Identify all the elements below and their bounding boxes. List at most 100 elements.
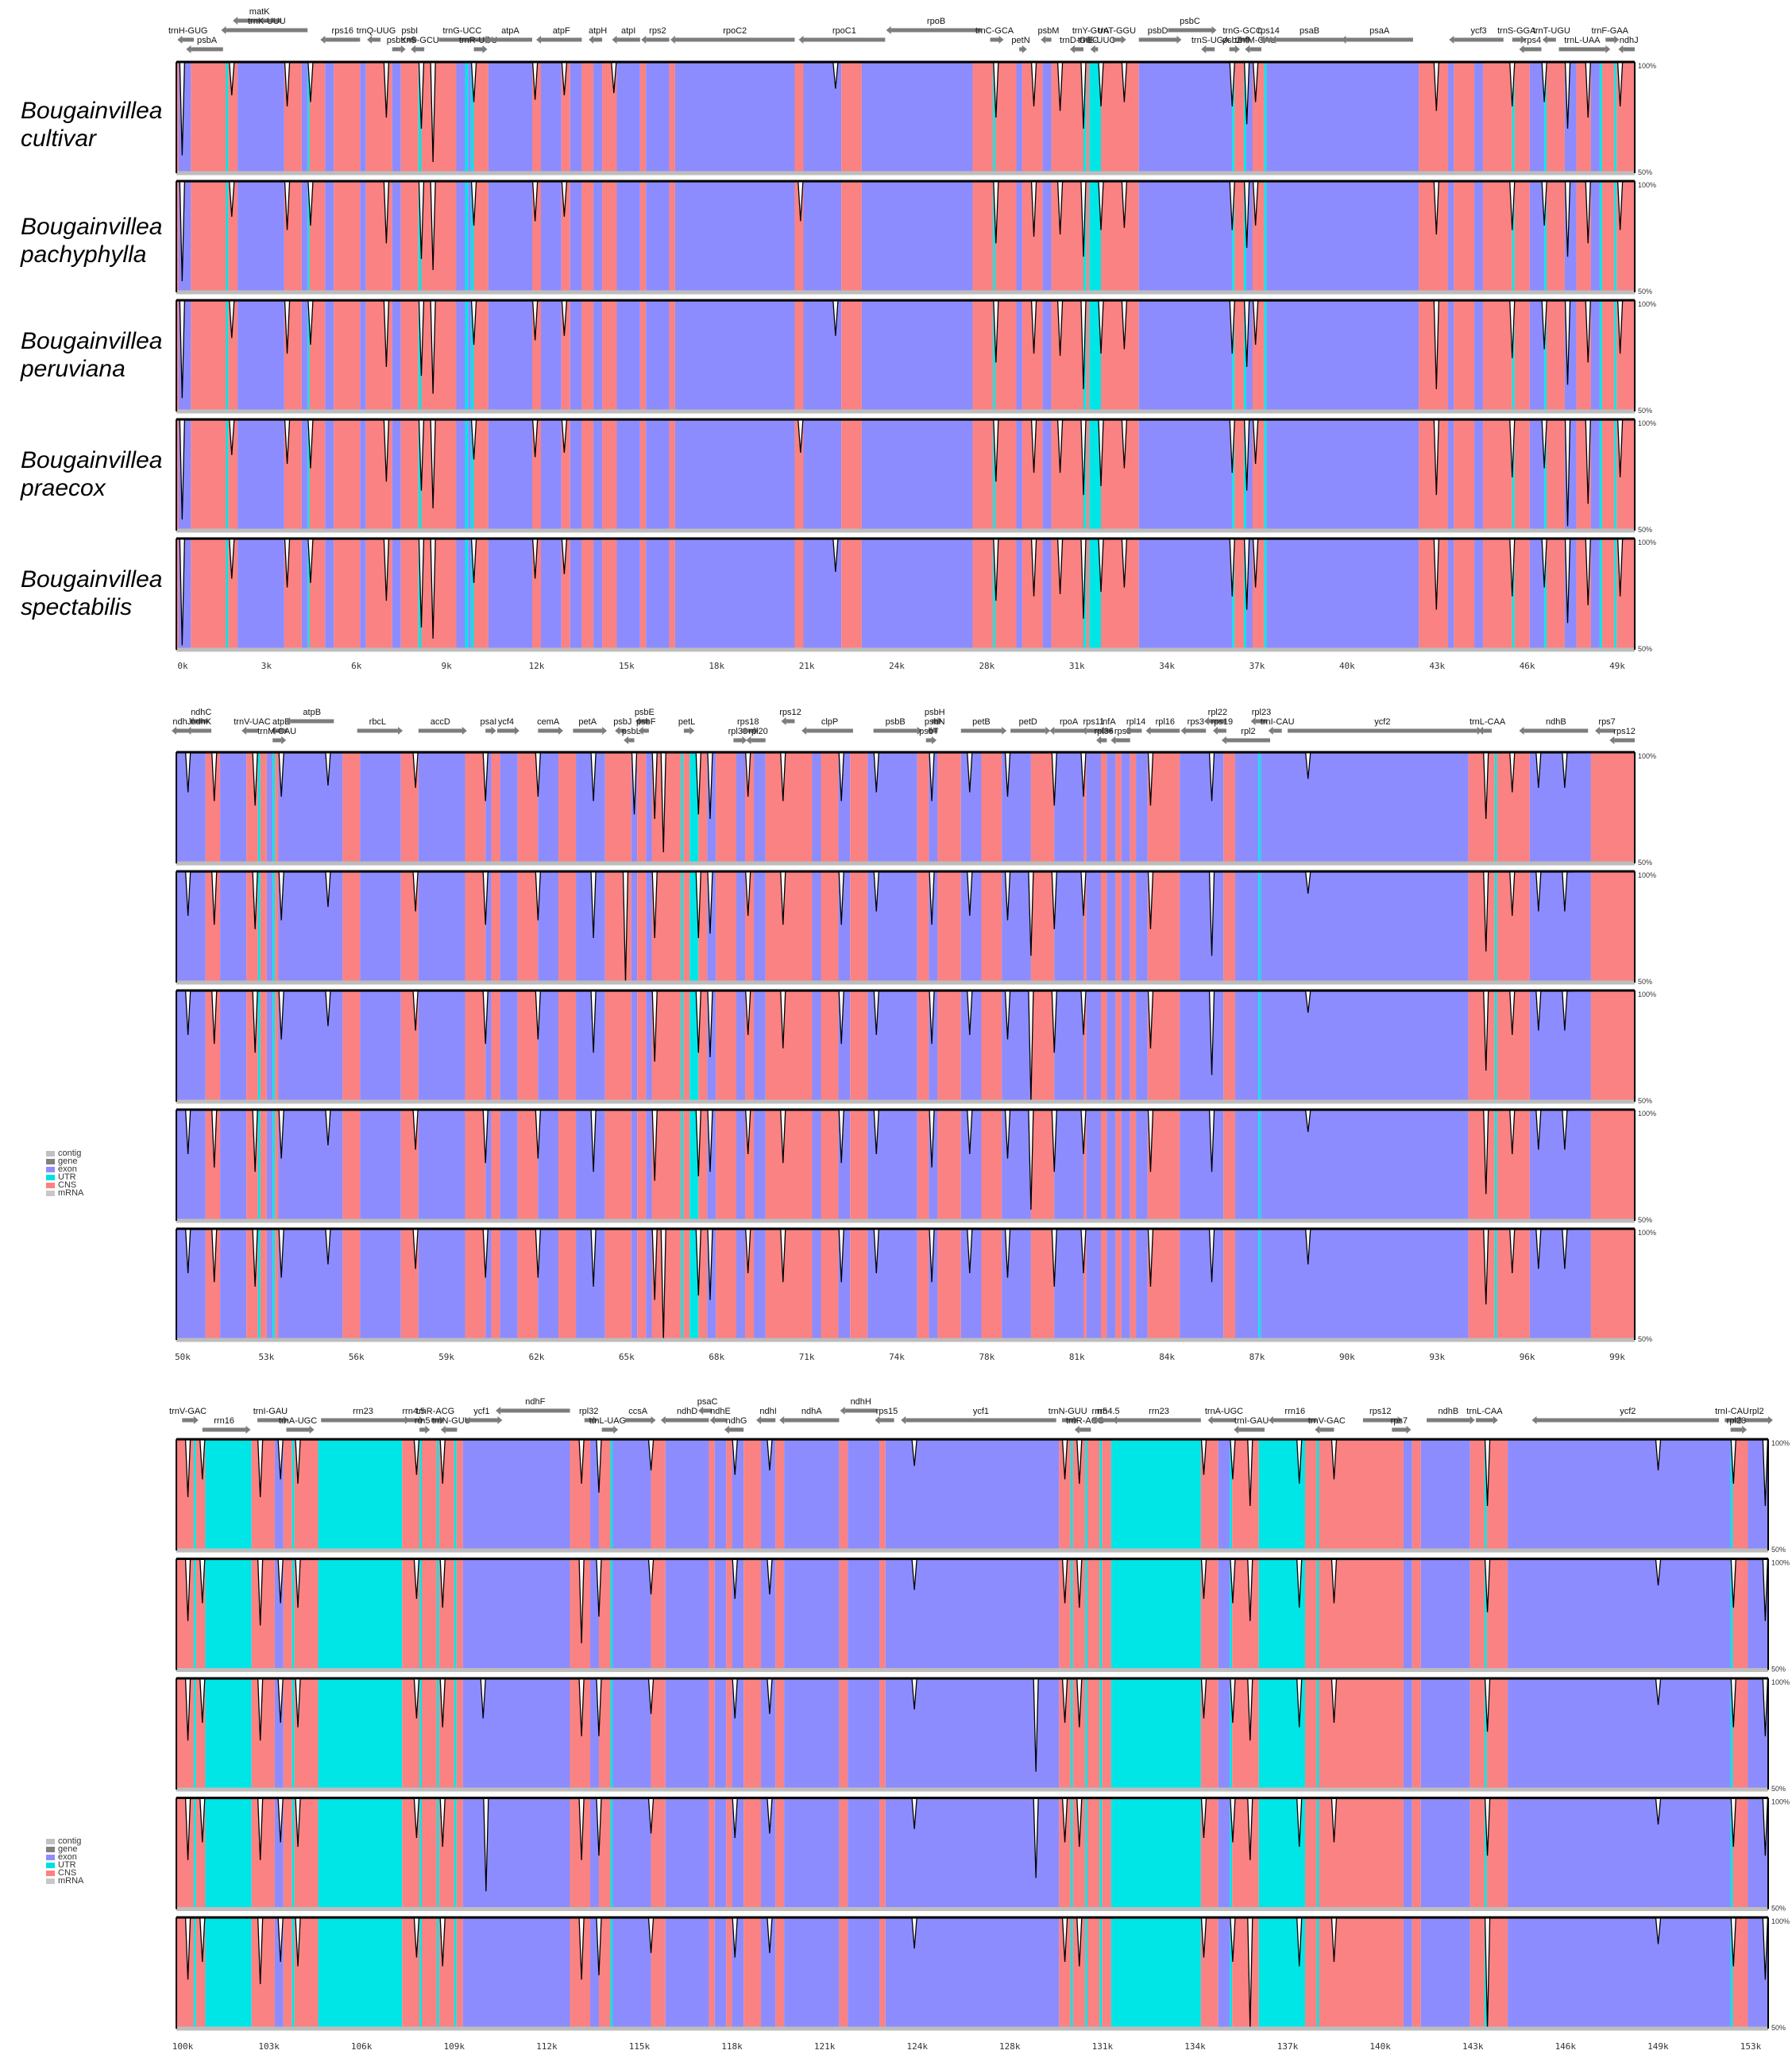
- exon-region: [1529, 181, 1545, 292]
- utr-region: [1085, 1917, 1088, 2029]
- cns-region: [669, 62, 675, 173]
- cns-region: [1590, 871, 1635, 983]
- utr-region: [1264, 419, 1267, 531]
- utr-region: [1243, 62, 1246, 173]
- utr-region: [436, 1558, 439, 1670]
- gene-arrowhead: [283, 1416, 288, 1424]
- cns-region: [972, 300, 994, 411]
- utr-region: [226, 181, 229, 292]
- exon-region: [1136, 1110, 1148, 1221]
- utr-region: [993, 300, 996, 411]
- exon-region: [1246, 181, 1253, 292]
- utr-region: [318, 1678, 403, 1790]
- utr-region: [436, 1797, 439, 1909]
- gene-label: ycf2: [1620, 1407, 1636, 1416]
- cns-region: [195, 1917, 206, 2029]
- exon-region: [301, 419, 308, 531]
- gene-label: ndhJ: [1620, 36, 1639, 45]
- cns-region: [709, 1439, 715, 1550]
- genus-text: Bougainvillea: [21, 447, 163, 473]
- gene-arrowhead: [440, 1426, 446, 1434]
- x-tick-label: 31k: [1069, 661, 1085, 671]
- cns-region: [1412, 1439, 1421, 1550]
- exon-region: [1508, 1917, 1731, 2029]
- exon-region: [220, 752, 247, 863]
- gene-label: psaA: [1369, 26, 1390, 36]
- cns-region: [195, 1558, 206, 1670]
- cns-region: [1059, 1678, 1071, 1790]
- species-label-3: Bougainvillea peruviana: [21, 327, 162, 383]
- cns-region: [191, 181, 226, 292]
- x-tick-label: 81k: [1069, 1352, 1085, 1362]
- cns-region: [602, 181, 617, 292]
- cns-region: [334, 419, 361, 531]
- utr-region: [1264, 181, 1267, 292]
- utr-region: [1512, 539, 1515, 650]
- gene-arrowhead: [1203, 717, 1209, 725]
- cns-region: [402, 1439, 420, 1550]
- gene-label: rps14: [1257, 26, 1280, 36]
- exon-region: [707, 1229, 716, 1340]
- cns-region: [1083, 1110, 1087, 1221]
- cns-region: [456, 1797, 463, 1909]
- cns-region: [334, 62, 361, 173]
- gene-arrowhead: [1081, 727, 1087, 735]
- gene-arrowhead: [746, 736, 751, 744]
- cns-region: [283, 1797, 292, 1909]
- gene-arrowhead: [1112, 1416, 1118, 1424]
- cns-region: [765, 1110, 813, 1221]
- gene-label: ndhF: [525, 1397, 545, 1407]
- cns-region: [1454, 419, 1475, 531]
- y-tick-50: 50%: [1638, 1216, 1652, 1224]
- cns-region: [972, 62, 994, 173]
- cns-region: [260, 1110, 267, 1221]
- gene-label: trnT-UGU: [1533, 26, 1570, 36]
- cns-region: [637, 1110, 647, 1221]
- identity-row-3: 100% 50%: [176, 1677, 1790, 1793]
- cns-region: [683, 871, 690, 983]
- cns-region: [456, 1558, 463, 1670]
- exon-region: [418, 990, 465, 1102]
- cns-region: [561, 181, 570, 292]
- cns-region: [1147, 1229, 1180, 1340]
- cns-region: [1072, 1678, 1086, 1790]
- gene-arrowhead: [1739, 1416, 1744, 1424]
- x-tick-label: 128k: [999, 2041, 1021, 2052]
- gene-label: ndhE: [710, 1407, 731, 1416]
- exon-region: [1266, 419, 1419, 531]
- cns-region: [821, 1110, 839, 1221]
- utr-region: [436, 1678, 439, 1790]
- y-tick-100: 100%: [1771, 1798, 1790, 1806]
- utr-region: [1232, 62, 1235, 173]
- cns-region: [1319, 1678, 1404, 1790]
- cns-region: [176, 181, 179, 292]
- exon-region: [301, 539, 308, 650]
- gene-arrowhead: [1234, 1426, 1239, 1434]
- legend-item-cns: CNS: [46, 1181, 83, 1190]
- exon-region: [1106, 1229, 1116, 1340]
- exon-region: [570, 419, 582, 531]
- exon-region: [1447, 300, 1454, 411]
- utr-region: [1512, 419, 1515, 531]
- exon-region: [929, 752, 938, 863]
- utr-region: [1110, 1678, 1201, 1790]
- epithet-text: praecox: [21, 475, 106, 501]
- cns-region: [604, 752, 631, 863]
- utr-region: [1258, 871, 1261, 983]
- exon-region: [360, 419, 366, 531]
- utr-region: [1110, 1917, 1201, 2029]
- utr-region: [257, 752, 261, 863]
- cns-region: [421, 1678, 437, 1790]
- gene-arrowhead: [439, 1416, 445, 1424]
- gene-arrowhead: [754, 727, 759, 735]
- gene-label: rpoB: [927, 17, 945, 26]
- cns-region: [473, 62, 489, 173]
- cns-region: [1234, 300, 1244, 411]
- cns-region: [995, 62, 1017, 173]
- x-tick-label: 43k: [1429, 661, 1445, 671]
- x-tick-label: 134k: [1184, 2041, 1206, 2052]
- utr-region: [1089, 181, 1102, 292]
- exon-region: [803, 181, 842, 292]
- gene-arrowhead: [670, 36, 675, 44]
- utr-region: [1316, 1917, 1319, 2029]
